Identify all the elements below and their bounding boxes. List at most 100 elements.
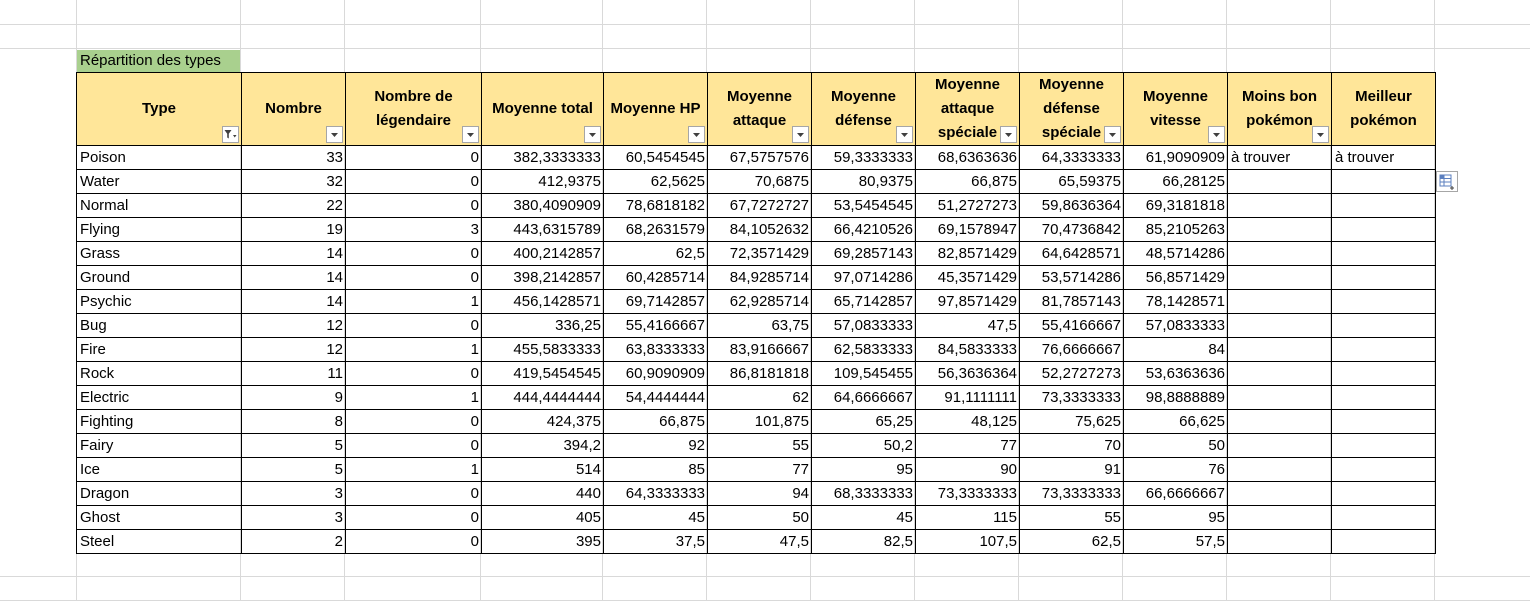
cell-moins-bon-pokemon[interactable] <box>1227 409 1332 434</box>
cell-moyenne-total[interactable]: 443,6315789 <box>481 217 604 242</box>
cell-moyenne-total[interactable]: 398,2142857 <box>481 265 604 290</box>
cell-meilleur-pokemon[interactable] <box>1331 169 1436 194</box>
cell-moyenne-defense-speciale[interactable]: 73,3333333 <box>1019 385 1124 410</box>
cell-nombre[interactable]: 5 <box>241 457 346 482</box>
filter-button-moyenne-attaque[interactable] <box>792 126 809 143</box>
cell-type[interactable]: Psychic <box>76 289 242 314</box>
cell-type[interactable]: Bug <box>76 313 242 338</box>
cell-moins-bon-pokemon[interactable] <box>1227 217 1332 242</box>
cell-moins-bon-pokemon[interactable] <box>1227 313 1332 338</box>
header-moyenne-attaque-speciale[interactable]: Moyenne attaque spéciale <box>915 72 1020 146</box>
cell-moyenne-attaque-speciale[interactable]: 48,125 <box>915 409 1020 434</box>
cell-type[interactable]: Electric <box>76 385 242 410</box>
filter-button-type[interactable] <box>222 126 239 143</box>
cell-moyenne-defense[interactable]: 65,25 <box>811 409 916 434</box>
cell-nombre-legendaire[interactable]: 0 <box>345 169 482 194</box>
cell-moyenne-hp[interactable]: 54,4444444 <box>603 385 708 410</box>
filter-button-moins-bon-pokemon[interactable] <box>1312 126 1329 143</box>
cell-moyenne-total[interactable]: 514 <box>481 457 604 482</box>
cell-moins-bon-pokemon[interactable] <box>1227 337 1332 362</box>
cell-type[interactable]: Steel <box>76 529 242 554</box>
cell-moins-bon-pokemon[interactable] <box>1227 193 1332 218</box>
cell-moyenne-hp[interactable]: 68,2631579 <box>603 217 708 242</box>
cell-moyenne-total[interactable]: 424,375 <box>481 409 604 434</box>
cell-moyenne-defense-speciale[interactable]: 64,6428571 <box>1019 241 1124 266</box>
cell-moyenne-defense[interactable]: 97,0714286 <box>811 265 916 290</box>
cell-moyenne-defense[interactable]: 50,2 <box>811 433 916 458</box>
cell-moyenne-defense[interactable]: 68,3333333 <box>811 481 916 506</box>
cell-moyenne-defense[interactable]: 53,5454545 <box>811 193 916 218</box>
cell-moyenne-hp[interactable]: 60,5454545 <box>603 145 708 170</box>
cell-moyenne-attaque[interactable]: 62 <box>707 385 812 410</box>
cell-moyenne-attaque[interactable]: 62,9285714 <box>707 289 812 314</box>
cell-moyenne-total[interactable]: 456,1428571 <box>481 289 604 314</box>
cell-moyenne-attaque-speciale[interactable]: 69,1578947 <box>915 217 1020 242</box>
cell-moins-bon-pokemon[interactable] <box>1227 169 1332 194</box>
cell-nombre[interactable]: 12 <box>241 337 346 362</box>
cell-moyenne-defense[interactable]: 66,4210526 <box>811 217 916 242</box>
cell-nombre-legendaire[interactable]: 0 <box>345 145 482 170</box>
cell-moins-bon-pokemon[interactable] <box>1227 361 1332 386</box>
cell-moyenne-vitesse[interactable]: 66,625 <box>1123 409 1228 434</box>
cell-moyenne-vitesse[interactable]: 66,28125 <box>1123 169 1228 194</box>
cell-type[interactable]: Fairy <box>76 433 242 458</box>
cell-moyenne-vitesse[interactable]: 53,6363636 <box>1123 361 1228 386</box>
cell-moyenne-attaque-speciale[interactable]: 56,3636364 <box>915 361 1020 386</box>
cell-meilleur-pokemon[interactable] <box>1331 457 1436 482</box>
cell-meilleur-pokemon[interactable] <box>1331 409 1436 434</box>
header-moyenne-defense[interactable]: Moyenne défense <box>811 72 916 146</box>
cell-moyenne-defense-speciale[interactable]: 52,2727273 <box>1019 361 1124 386</box>
cell-moyenne-defense-speciale[interactable]: 55,4166667 <box>1019 313 1124 338</box>
cell-moyenne-attaque[interactable]: 72,3571429 <box>707 241 812 266</box>
cell-moyenne-hp[interactable]: 64,3333333 <box>603 481 708 506</box>
header-moins-bon-pokemon[interactable]: Moins bon pokémon <box>1227 72 1332 146</box>
cell-nombre-legendaire[interactable]: 1 <box>345 457 482 482</box>
cell-moins-bon-pokemon[interactable]: à trouver <box>1227 145 1332 170</box>
cell-moyenne-defense[interactable]: 45 <box>811 505 916 530</box>
cell-meilleur-pokemon[interactable] <box>1331 265 1436 290</box>
cell-nombre[interactable]: 22 <box>241 193 346 218</box>
cell-moyenne-defense-speciale[interactable]: 70,4736842 <box>1019 217 1124 242</box>
cell-moyenne-total[interactable]: 440 <box>481 481 604 506</box>
cell-moyenne-total[interactable]: 336,25 <box>481 313 604 338</box>
cell-meilleur-pokemon[interactable] <box>1331 529 1436 554</box>
cell-nombre[interactable]: 14 <box>241 265 346 290</box>
cell-moyenne-vitesse[interactable]: 84 <box>1123 337 1228 362</box>
cell-type[interactable]: Grass <box>76 241 242 266</box>
cell-type[interactable]: Normal <box>76 193 242 218</box>
cell-moyenne-total[interactable]: 382,3333333 <box>481 145 604 170</box>
cell-moyenne-vitesse[interactable]: 56,8571429 <box>1123 265 1228 290</box>
cell-meilleur-pokemon[interactable] <box>1331 385 1436 410</box>
cell-moyenne-hp[interactable]: 78,6818182 <box>603 193 708 218</box>
cell-moyenne-vitesse[interactable]: 61,9090909 <box>1123 145 1228 170</box>
cell-moyenne-vitesse[interactable]: 95 <box>1123 505 1228 530</box>
cell-moyenne-attaque-speciale[interactable]: 51,2727273 <box>915 193 1020 218</box>
cell-moyenne-hp[interactable]: 92 <box>603 433 708 458</box>
cell-nombre-legendaire[interactable]: 0 <box>345 241 482 266</box>
cell-moyenne-attaque-speciale[interactable]: 107,5 <box>915 529 1020 554</box>
cell-nombre[interactable]: 8 <box>241 409 346 434</box>
cell-moyenne-hp[interactable]: 66,875 <box>603 409 708 434</box>
cell-moins-bon-pokemon[interactable] <box>1227 505 1332 530</box>
cell-nombre[interactable]: 12 <box>241 313 346 338</box>
cell-moyenne-defense-speciale[interactable]: 75,625 <box>1019 409 1124 434</box>
cell-moyenne-attaque-speciale[interactable]: 115 <box>915 505 1020 530</box>
cell-meilleur-pokemon[interactable] <box>1331 505 1436 530</box>
cell-moyenne-defense[interactable]: 109,545455 <box>811 361 916 386</box>
cell-moyenne-attaque[interactable]: 101,875 <box>707 409 812 434</box>
cell-moyenne-attaque-speciale[interactable]: 47,5 <box>915 313 1020 338</box>
cell-moyenne-attaque[interactable]: 47,5 <box>707 529 812 554</box>
cell-moyenne-attaque[interactable]: 55 <box>707 433 812 458</box>
filter-button-moyenne-defense[interactable] <box>896 126 913 143</box>
cell-type[interactable]: Water <box>76 169 242 194</box>
cell-moyenne-vitesse[interactable]: 57,0833333 <box>1123 313 1228 338</box>
cell-meilleur-pokemon[interactable] <box>1331 313 1436 338</box>
header-meilleur-pokemon[interactable]: Meilleur pokémon <box>1331 72 1436 146</box>
cell-moyenne-hp[interactable]: 62,5625 <box>603 169 708 194</box>
filter-button-moyenne-attaque-speciale[interactable] <box>1000 126 1017 143</box>
cell-nombre-legendaire[interactable]: 0 <box>345 409 482 434</box>
sheet-title-cell[interactable]: Répartition des types <box>77 50 240 72</box>
cell-moyenne-hp[interactable]: 63,8333333 <box>603 337 708 362</box>
cell-nombre-legendaire[interactable]: 0 <box>345 361 482 386</box>
cell-nombre[interactable]: 2 <box>241 529 346 554</box>
